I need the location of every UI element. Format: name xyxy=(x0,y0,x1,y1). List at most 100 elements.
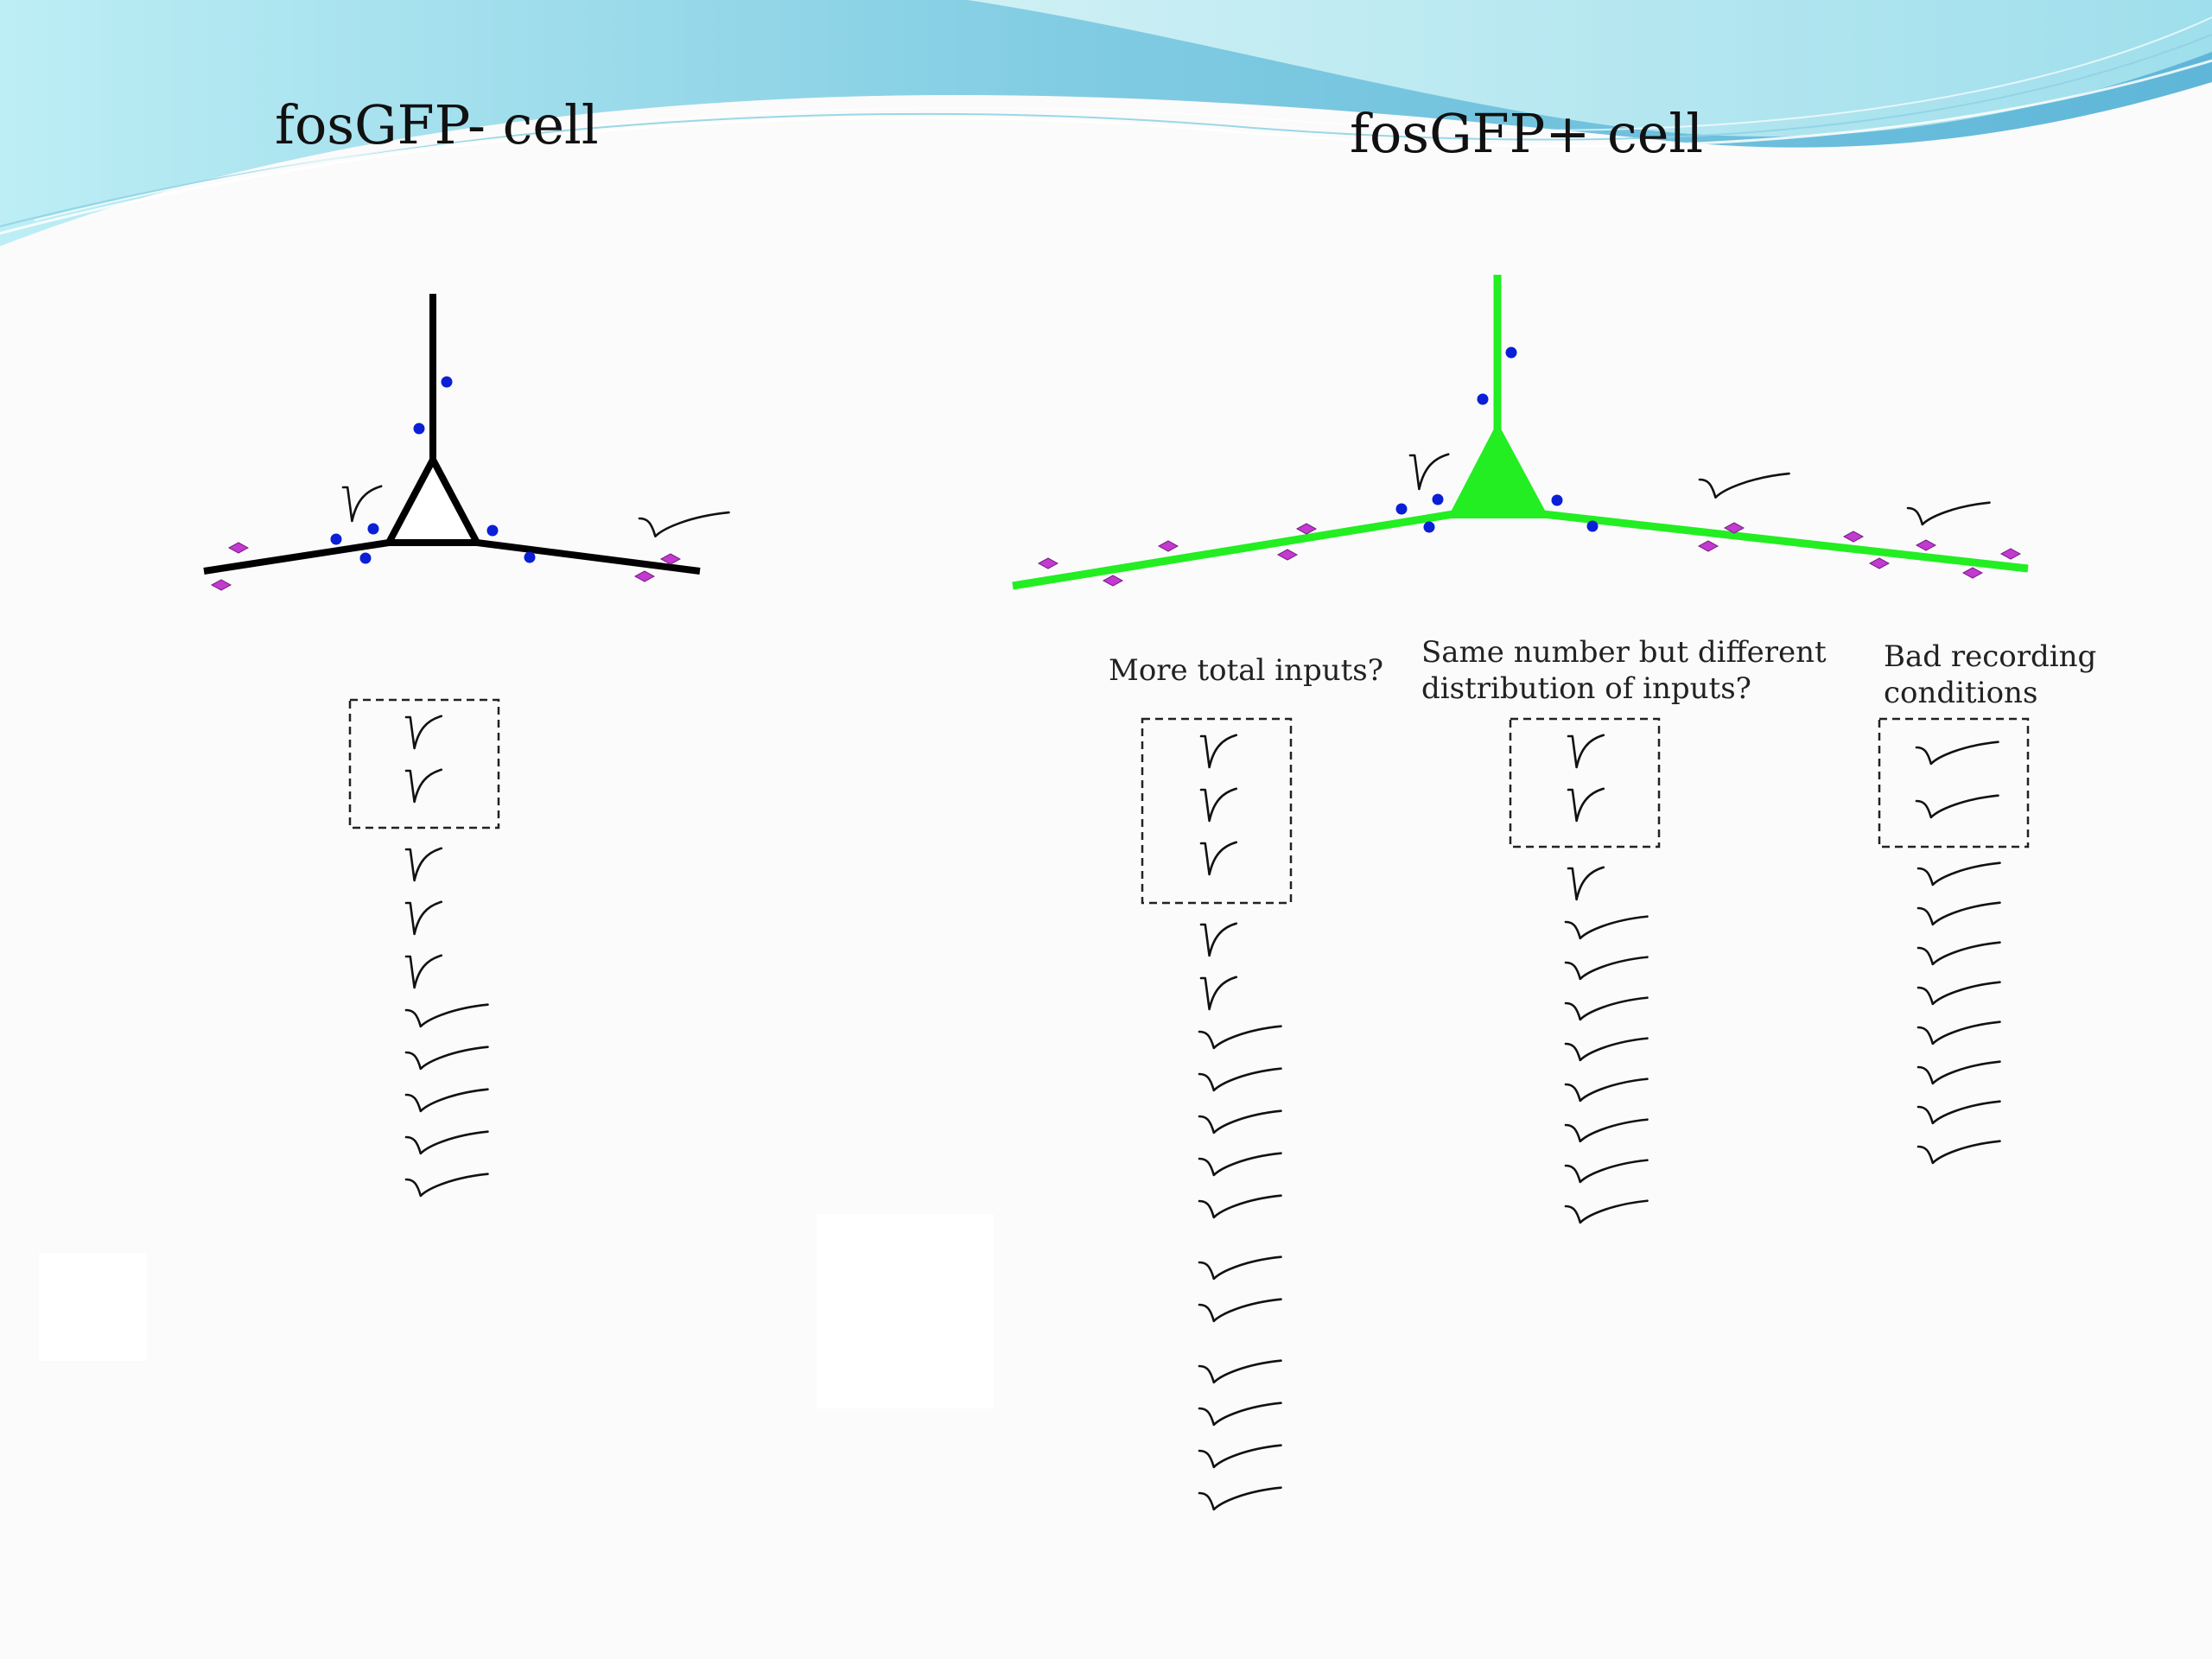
slow-trace xyxy=(1916,1020,2001,1046)
trace-column-more-total-inputs xyxy=(1141,717,1293,1511)
dashed-box xyxy=(1509,717,1661,849)
slow-trace xyxy=(1198,1025,1282,1050)
slow-trace xyxy=(1916,1060,2001,1085)
synapse-dot xyxy=(1505,346,1517,359)
fosgfp-positive-title: fosGFP+ cell xyxy=(1350,102,1704,165)
synapse-dot xyxy=(486,524,499,537)
fast-trace xyxy=(1567,734,1605,769)
fast-trace xyxy=(404,954,443,989)
synapse-diamond xyxy=(227,542,250,554)
synapse-dot xyxy=(367,523,379,535)
dashed-box xyxy=(1141,717,1293,905)
synapse-dot xyxy=(1432,493,1444,505)
synapse-diamond xyxy=(1915,539,1937,551)
slow-trace xyxy=(1198,1194,1282,1219)
synapse-diamond xyxy=(210,579,232,591)
basal-dendrite-right xyxy=(1542,510,2029,573)
slow-trace xyxy=(1198,1067,1282,1092)
synapse-diamond xyxy=(1037,557,1059,569)
slow-trace xyxy=(1198,1255,1282,1281)
slow-trace xyxy=(1916,901,2001,926)
fast-trace xyxy=(1199,922,1238,957)
synapse-dot xyxy=(1551,494,1563,506)
synapse-dot xyxy=(524,551,536,563)
synapse-dot xyxy=(1586,520,1599,532)
slow-trace xyxy=(1564,996,1649,1021)
fosgfp-positive-cell-diagram xyxy=(1012,275,2029,590)
slow-trace xyxy=(1198,1298,1282,1323)
question-line: Bad recording xyxy=(1884,639,2097,674)
slow-trace xyxy=(1916,1140,2001,1165)
synapse-diamond xyxy=(1157,540,1179,552)
fast-trace xyxy=(404,900,443,936)
header-wave-line xyxy=(0,59,2212,235)
soma-filled xyxy=(1449,425,1548,518)
basal-dendrite-left xyxy=(203,539,390,575)
fast-trace xyxy=(1567,787,1605,823)
header-wave-line xyxy=(34,16,2212,221)
slow-trace xyxy=(404,1003,489,1028)
synapse-dot xyxy=(413,423,425,435)
slow-trace xyxy=(1564,1037,1649,1062)
trace-columns xyxy=(348,698,2030,1511)
basal-dendrite-right xyxy=(476,539,701,575)
synapse-diamond xyxy=(1842,531,1865,543)
slow-trace xyxy=(404,1130,489,1155)
blank-patch xyxy=(39,1253,147,1361)
dashed-box xyxy=(1878,717,2030,849)
slow-trace xyxy=(1564,1077,1649,1103)
fast-trace xyxy=(1199,976,1238,1011)
fast-trace xyxy=(1408,453,1450,491)
fosgfp-negative-title: fosGFP- cell xyxy=(275,93,599,156)
slow-trace xyxy=(1698,472,1790,499)
fast-trace xyxy=(404,715,443,750)
synapse-diamond xyxy=(1999,548,2022,560)
slow-trace xyxy=(1198,1444,1282,1469)
slow-trace xyxy=(1564,1118,1649,1143)
fast-trace xyxy=(1199,841,1238,876)
slow-trace xyxy=(1564,956,1649,981)
synapse-diamond xyxy=(1276,549,1299,561)
slow-trace xyxy=(404,1173,489,1198)
slow-trace xyxy=(638,511,730,537)
slow-trace xyxy=(1916,1100,2001,1125)
slow-trace xyxy=(1915,794,1999,819)
header-wave xyxy=(0,0,2212,246)
question-line: distribution of inputs? xyxy=(1421,671,1751,706)
soma-outline xyxy=(383,452,483,546)
synapse-dot xyxy=(441,376,453,388)
slow-trace xyxy=(1906,501,1991,526)
slow-trace xyxy=(1564,915,1649,940)
fast-trace xyxy=(404,768,443,804)
fast-trace xyxy=(404,847,443,882)
synapse-diamond xyxy=(1102,575,1124,587)
question-bad-recording: Bad recording conditions xyxy=(1884,639,2096,711)
blank-patch xyxy=(817,1214,994,1408)
slow-trace xyxy=(1198,1109,1282,1135)
trace-column-fosgfp-negative xyxy=(348,698,500,1198)
slow-trace xyxy=(1198,1359,1282,1384)
synapse-diamond xyxy=(659,553,682,565)
synapse-dot xyxy=(330,533,342,545)
synapse-dot xyxy=(1423,521,1435,533)
synapse-diamond xyxy=(633,570,656,582)
fast-trace xyxy=(341,485,383,523)
synapse-dot xyxy=(1477,393,1489,405)
synapse-diamond xyxy=(1723,522,1745,534)
synapse-diamond xyxy=(1295,523,1318,535)
slow-trace xyxy=(1564,1159,1649,1184)
slow-trace xyxy=(1198,1486,1282,1511)
slow-trace xyxy=(1564,1199,1649,1224)
slow-trace xyxy=(404,1088,489,1113)
synapse-dot xyxy=(1395,503,1408,515)
question-more-total-inputs: More total inputs? xyxy=(1109,653,1383,688)
fast-trace xyxy=(1567,866,1605,901)
slow-trace xyxy=(1916,861,2001,887)
synapse-diamond xyxy=(1868,557,1891,569)
trace-column-different-distribution xyxy=(1509,717,1661,1224)
synapse-diamond xyxy=(1697,540,1719,552)
slow-trace xyxy=(1198,1402,1282,1427)
basal-dendrite-left xyxy=(1012,510,1454,590)
